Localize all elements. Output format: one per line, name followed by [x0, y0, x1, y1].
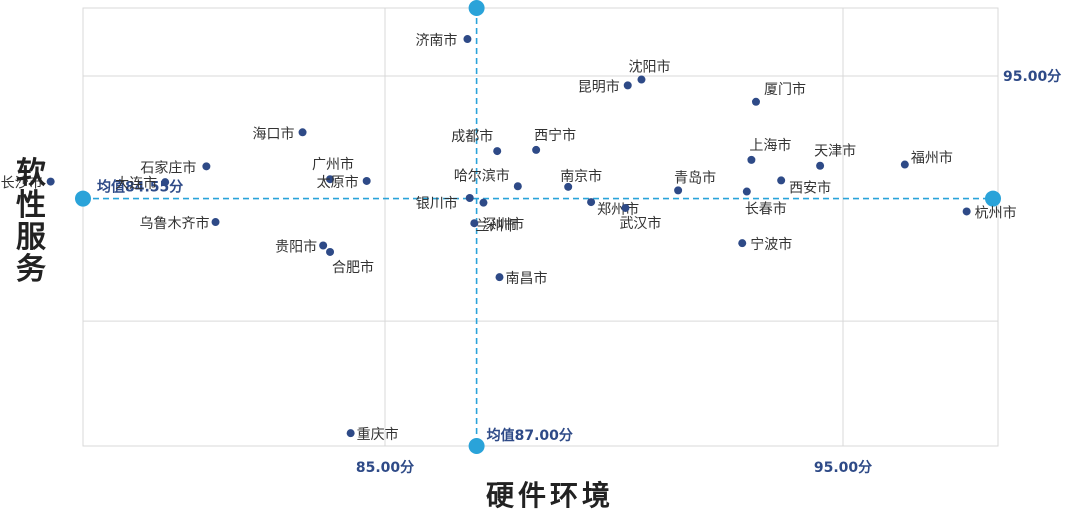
- data-point: [470, 219, 479, 228]
- data-point: [751, 97, 760, 106]
- data-point-label: 福州市: [911, 150, 953, 167]
- data-point-label: 长沙市: [1, 175, 43, 192]
- data-point-label: 南京市: [560, 168, 602, 185]
- data-point-label: 太原市: [317, 174, 359, 191]
- data-point-label: 上海市: [749, 137, 791, 154]
- data-point: [738, 239, 747, 248]
- data-point-label: 大连市: [115, 175, 157, 192]
- data-point: [747, 155, 756, 164]
- data-point: [298, 128, 307, 137]
- data-point-label: 银川市: [416, 195, 458, 212]
- mean-y-right-marker: [985, 190, 1001, 207]
- data-point: [326, 175, 335, 184]
- data-point-label: 西安市: [789, 179, 831, 196]
- data-point: [326, 247, 335, 256]
- y-axis-label-char: 服: [16, 220, 46, 255]
- x-tick-label: 95.00分: [814, 460, 872, 476]
- data-point: [493, 147, 502, 156]
- data-point-label: 沈阳市: [628, 59, 670, 76]
- data-point: [532, 145, 541, 154]
- data-point-label: 海口市: [253, 125, 295, 142]
- data-point-label: 成都市: [451, 128, 493, 145]
- data-point-label: 乌鲁木齐市: [140, 215, 210, 232]
- data-point-label: 青岛市: [674, 169, 716, 186]
- x-tick-label: 85.00分: [356, 460, 414, 476]
- data-point-label: 合肥市: [332, 259, 374, 276]
- data-point: [587, 198, 596, 207]
- y-axis-label-char: 性: [16, 188, 46, 223]
- data-point: [674, 186, 683, 195]
- mean-x-top-marker: [468, 0, 485, 16]
- data-point: [777, 176, 786, 185]
- data-point: [161, 178, 170, 187]
- data-point: [513, 182, 522, 191]
- mean-x-bottom-marker: [468, 438, 485, 454]
- x-axis-label: 硬件环境: [485, 479, 614, 512]
- y-tick-label: 95.00分: [1003, 69, 1061, 85]
- data-point-label: 天津市: [814, 143, 856, 160]
- data-point-label: 济南市: [415, 32, 457, 49]
- data-point: [211, 218, 220, 227]
- mean-y-left-marker: [75, 190, 91, 207]
- data-point-label: 深圳市: [482, 216, 524, 233]
- data-point-label: 武汉市: [619, 215, 661, 232]
- data-point: [319, 241, 328, 250]
- data-point: [900, 160, 909, 169]
- data-point-label: 贵阳市: [275, 238, 317, 255]
- data-point-label: 南昌市: [506, 270, 548, 287]
- plot-frame: [82, 7, 999, 447]
- data-point: [463, 35, 472, 44]
- data-point: [742, 187, 751, 196]
- data-point: [362, 176, 371, 185]
- data-point-label: 长春市: [745, 201, 787, 218]
- y-axis-label-char: 软: [16, 156, 46, 191]
- data-point-label: 郑州市: [597, 201, 639, 218]
- data-point-label: 西宁市: [534, 127, 576, 144]
- data-point-label: 广州市: [312, 156, 354, 173]
- data-point: [479, 198, 488, 207]
- data-point-label: 厦门市: [764, 81, 806, 98]
- y-axis-label-char: 务: [16, 252, 46, 287]
- data-point: [621, 203, 630, 212]
- data-point-label: 宁波市: [750, 236, 792, 253]
- data-point-label: 杭州市: [975, 204, 1017, 221]
- data-point: [495, 273, 504, 282]
- data-point-label: 兰州市: [475, 218, 517, 235]
- data-point: [816, 161, 825, 170]
- data-point-label: 昆明市: [578, 78, 620, 95]
- mean-x-label: 均值87.00分: [487, 427, 573, 444]
- data-point-label: 重庆市: [357, 426, 399, 443]
- data-point-label: 哈尔滨市: [454, 167, 510, 184]
- data-point-label: 石家庄市: [140, 159, 196, 176]
- data-point: [564, 182, 573, 191]
- data-point: [465, 193, 474, 202]
- data-point: [346, 429, 355, 438]
- data-point: [46, 177, 55, 186]
- data-point: [202, 162, 211, 171]
- data-point: [962, 207, 971, 216]
- data-point: [637, 75, 646, 84]
- data-point: [623, 81, 632, 90]
